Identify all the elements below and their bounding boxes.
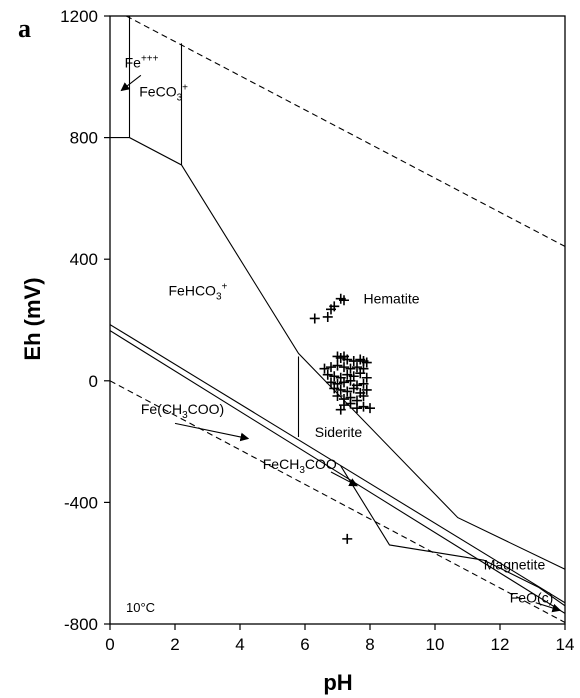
data-point xyxy=(342,533,353,544)
data-point xyxy=(345,363,356,374)
data-point xyxy=(319,363,330,374)
y-tick-label: -800 xyxy=(64,615,98,634)
phase-boundary xyxy=(340,465,565,607)
region-label: Siderite xyxy=(315,424,363,440)
y-tick-label: -400 xyxy=(64,493,98,512)
data-point xyxy=(329,371,340,382)
data-point xyxy=(348,356,359,367)
x-tick-label: 14 xyxy=(556,635,575,654)
data-point xyxy=(358,378,369,389)
water-stability-line-upper xyxy=(125,16,565,247)
region-label: Fe+++ xyxy=(125,54,159,71)
region-label: FeO(c) xyxy=(510,590,554,606)
plot-area-border xyxy=(109,15,566,625)
x-tick-label: 6 xyxy=(300,635,309,654)
data-point xyxy=(326,377,336,388)
x-tick-label: 2 xyxy=(170,635,179,654)
data-point xyxy=(322,311,333,322)
data-point xyxy=(335,384,346,395)
label-arrow xyxy=(120,74,142,92)
data-point xyxy=(329,383,340,394)
data-point xyxy=(345,398,356,409)
panel-label: a xyxy=(18,14,31,43)
data-point xyxy=(361,372,372,383)
x-tick-label: 8 xyxy=(365,635,374,654)
data-point xyxy=(339,377,349,388)
data-point xyxy=(332,360,343,371)
arrows-layer xyxy=(120,74,562,613)
data-point xyxy=(361,384,372,395)
data-point xyxy=(365,403,375,414)
y-tick-label: 0 xyxy=(89,372,98,391)
data-point xyxy=(352,403,362,414)
data-point xyxy=(329,301,340,312)
x-tick-label: 10 xyxy=(426,635,445,654)
data-point xyxy=(335,293,346,304)
label-arrow xyxy=(535,602,562,613)
y-axis-title: Eh (mV) xyxy=(20,277,45,360)
data-point xyxy=(335,404,346,415)
data-point xyxy=(342,386,353,397)
plot-frame xyxy=(109,15,566,625)
region-label: Magnetite xyxy=(484,556,546,572)
y-tick-label: 400 xyxy=(70,250,98,269)
region-label: FeCO3+ xyxy=(139,83,188,104)
points-layer xyxy=(309,293,375,544)
data-point xyxy=(345,375,356,386)
label-arrow xyxy=(174,422,250,442)
labels-layer: Fe+++ FeCO3+ FeHCO3+ Hematite Siderite Fe(CH3… xyxy=(125,54,554,606)
data-point xyxy=(355,368,366,379)
data-point xyxy=(352,362,362,373)
region-label: FeHCO3+ xyxy=(169,282,228,303)
data-point xyxy=(326,362,336,373)
boundaries-layer xyxy=(110,16,565,623)
data-point xyxy=(358,401,369,412)
label-arrow xyxy=(330,471,358,487)
y-tick-label: 800 xyxy=(70,129,98,148)
data-point xyxy=(358,391,369,401)
data-point xyxy=(361,357,372,368)
water-stability-line-lower xyxy=(110,380,565,623)
data-point xyxy=(342,354,353,365)
y-tick-label: 1200 xyxy=(60,7,98,26)
phase-boundary xyxy=(110,330,565,614)
data-point xyxy=(342,369,353,380)
x-axis-title: pH xyxy=(323,670,352,695)
x-tick-label: 0 xyxy=(105,635,114,654)
x-tick-label: 12 xyxy=(491,635,510,654)
region-label: Fe(CH3COO) xyxy=(141,401,224,421)
data-point xyxy=(339,362,349,373)
phase-boundary xyxy=(110,324,565,604)
region-label: Hematite xyxy=(364,290,420,306)
data-point xyxy=(322,369,333,380)
data-point xyxy=(309,313,320,324)
ticks-layer: 0 2 4 6 8 10 12 14 -800 -400 0 400 800 1200 xyxy=(60,7,574,654)
region-label: FeCH3COO xyxy=(263,456,337,476)
phase-boundary xyxy=(110,137,565,570)
temperature-label: 10°C xyxy=(126,600,155,615)
data-point xyxy=(332,391,343,401)
data-point xyxy=(348,383,359,394)
x-tick-label: 4 xyxy=(235,635,244,654)
